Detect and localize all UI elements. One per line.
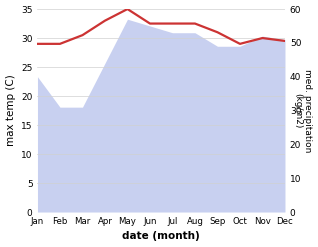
X-axis label: date (month): date (month) xyxy=(122,231,200,242)
Y-axis label: med. precipitation
(kg/m2): med. precipitation (kg/m2) xyxy=(293,69,313,152)
Y-axis label: max temp (C): max temp (C) xyxy=(5,75,16,146)
